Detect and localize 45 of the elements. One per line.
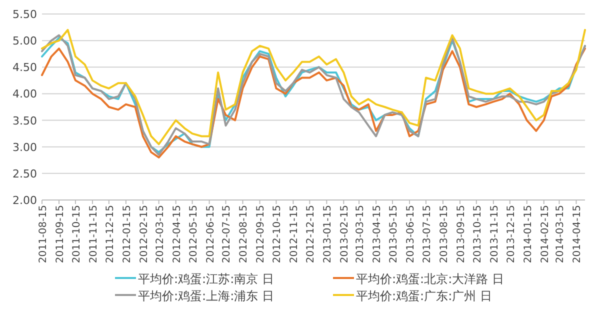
y-tick-label: 5.00 xyxy=(12,34,37,48)
x-tick-label: 2013-07-15 xyxy=(422,205,433,264)
legend-label: 平均价:鸡蛋:江苏:南京 日 xyxy=(138,272,274,286)
y-tick-label: 2.50 xyxy=(12,167,37,180)
y-tick-label: 3.50 xyxy=(12,114,37,128)
y-tick-label: 5.50 xyxy=(12,8,37,21)
x-tick-label: 2012-03-15 xyxy=(154,205,166,264)
x-tick-label: 2013-02-15 xyxy=(340,205,351,264)
legend-label: 平均价:鸡蛋:上海:浦东 日 xyxy=(138,289,274,303)
y-tick-label: 4.00 xyxy=(12,88,37,101)
x-tick-label: 2011-08-15 xyxy=(38,205,49,264)
y-tick-label: 4.50 xyxy=(12,61,37,74)
x-tick-label: 2013-11-15 xyxy=(489,205,500,264)
x-tick-label: 2012-07-15 xyxy=(222,205,233,264)
x-tick-label: 2013-03-15 xyxy=(355,205,366,264)
x-tick-label: 2012-10-15 xyxy=(272,205,284,264)
x-tick-label: 2014-03-15 xyxy=(555,205,566,264)
x-tick-label: 2013-01-15 xyxy=(322,205,334,264)
x-tick-label: 2013-10-15 xyxy=(472,205,484,264)
x-tick-label: 2013-08-15 xyxy=(438,205,450,264)
x-tick-label: 2013-06-15 xyxy=(405,205,416,264)
x-tick-label: 2012-05-15 xyxy=(188,205,200,264)
x-tick-label: 2012-12-15 xyxy=(306,205,317,264)
x-tick-label: 2012-01-15 xyxy=(122,205,133,264)
x-tick-label: 2011-12-15 xyxy=(104,205,116,264)
x-tick-label: 2011-09-15 xyxy=(55,205,66,264)
x-tick-label: 2014-04-15 xyxy=(572,205,584,264)
x-tick-label: 2012-06-15 xyxy=(205,205,216,264)
legend-label: 平均价:鸡蛋:广东:广州 日 xyxy=(356,289,492,303)
x-tick-label: 2014-01-15 xyxy=(522,205,534,264)
y-tick-label: 2.00 xyxy=(12,194,37,207)
x-tick-label: 2013-12-15 xyxy=(506,205,517,264)
x-tick-label: 2012-11-15 xyxy=(289,205,300,264)
x-tick-label: 2014-02-15 xyxy=(540,205,551,264)
x-tick-label: 2011-11-15 xyxy=(88,205,100,264)
x-tick-label: 2013-09-15 xyxy=(456,205,467,264)
x-tick-label: 2012-04-15 xyxy=(172,205,183,264)
x-tick-label: 2013-05-15 xyxy=(388,205,400,264)
x-tick-label: 2012-09-15 xyxy=(256,205,267,264)
x-tick-label: 2012-02-15 xyxy=(138,205,150,264)
legend-label: 平均价:鸡蛋:北京:大洋路 日 xyxy=(356,272,504,286)
y-tick-label: 3.00 xyxy=(12,140,37,154)
x-tick-label: 2011-10-15 xyxy=(71,205,82,264)
x-tick-label: 2013-04-15 xyxy=(372,205,384,264)
x-tick-label: 2012-08-15 xyxy=(238,205,250,264)
